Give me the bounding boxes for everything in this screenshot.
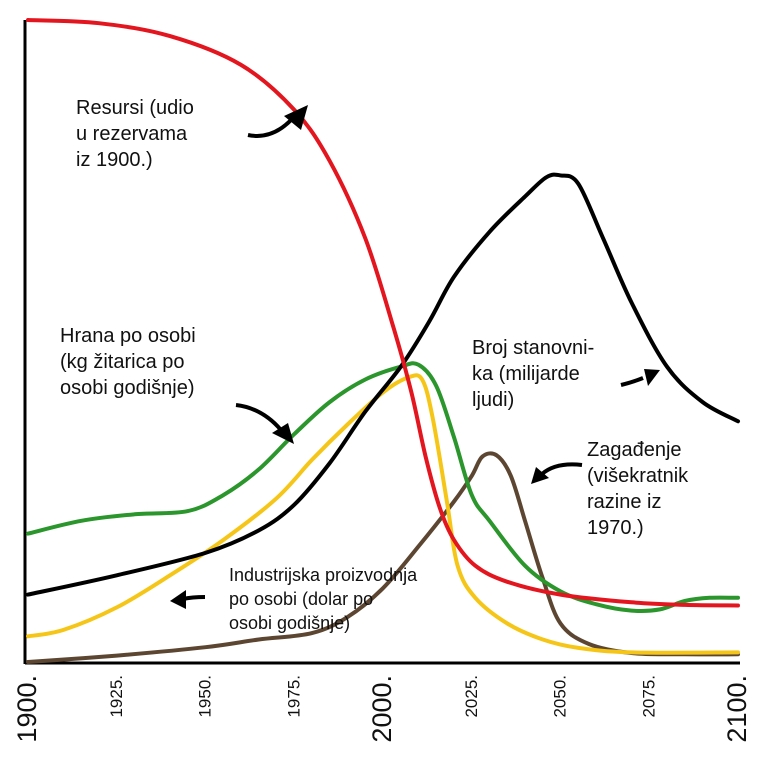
x-tick-label: 2050.: [551, 675, 570, 718]
label-pollution: Zagađenje (višekratnik razine iz 1970.): [587, 439, 689, 539]
label-industrial-output: Industrijska proizvodnja po osobi (dolar…: [229, 565, 418, 633]
arrow-resources-head: [284, 105, 308, 130]
arrow-resources: [247, 117, 294, 138]
x-tick-label: 1975.: [284, 675, 303, 718]
x-tick-label: 2100.: [722, 675, 752, 743]
x-tick-label: 2025.: [462, 675, 481, 718]
series-line-food: [26, 361, 740, 614]
arrow-industry: [182, 595, 206, 601]
label-population: Broj stanovni- ka (milijarde ljudi): [472, 337, 595, 411]
series-line-pollution: [26, 451, 740, 664]
x-tick-label: 2075.: [639, 675, 658, 718]
label-food: Hrana po osobi (kg žitarica po osobi god…: [60, 325, 196, 399]
arrow-food-head: [272, 423, 294, 444]
arrow-industry-head: [170, 590, 186, 609]
arrow-population: [620, 376, 644, 387]
arrow-pollution: [540, 462, 583, 476]
x-tick-label: 1925.: [107, 675, 126, 718]
series-line-resources: [26, 18, 740, 608]
x-tick-label: 2000.: [367, 675, 397, 743]
arrow-food: [235, 403, 283, 432]
x-tick-label: 1950.: [196, 675, 215, 718]
arrow-pollution-head: [531, 467, 549, 484]
label-resources: Resursi (udio u rezervama iz 1900.): [76, 97, 194, 171]
arrow-population-head: [644, 369, 660, 386]
x-tick-label: 1900.: [12, 675, 42, 743]
series-line-industrial-output: [26, 373, 740, 655]
series-line-population: [26, 172, 740, 597]
